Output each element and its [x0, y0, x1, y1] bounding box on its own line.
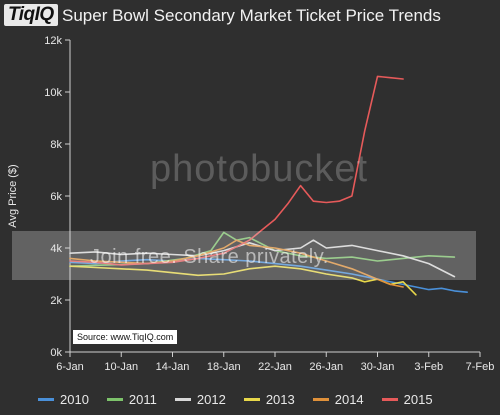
x-tick-label: 26-Jan [309, 361, 343, 373]
series-line-2012 [69, 239, 456, 278]
source-label: Source: www.TiqIQ.com [73, 330, 178, 344]
legend-item-2010[interactable]: 2010 [38, 392, 89, 407]
x-tick-label: 30-Jan [361, 361, 395, 373]
legend-swatch [243, 398, 260, 401]
legend-item-2014[interactable]: 2014 [312, 392, 364, 407]
x-tick-label: 14-Jan [156, 361, 190, 373]
x-tick-label: 18-Jan [207, 361, 241, 373]
watermark-banner [12, 231, 476, 280]
y-tick-label: 0k [50, 347, 62, 359]
legend-swatch [174, 398, 191, 401]
legend-label: 2012 [196, 392, 226, 407]
y-tick-label: 12k [44, 35, 62, 47]
legend-label: 2011 [128, 392, 157, 407]
y-tick-label: 4k [50, 243, 62, 255]
legend-swatch [38, 398, 54, 401]
tiqiq-logo: TiqIQ [4, 3, 58, 27]
legend-item-2013[interactable]: 2013 [243, 392, 295, 407]
series-lines [69, 75, 469, 296]
axes: 0k 2k 4k 6k 8k 10k 12k 6-Jan 10-Jan 14-Jan 18-Jan 2… [7, 35, 494, 373]
chart-title: Super Bowl Secondary Market Ticket Price… [62, 6, 441, 25]
legend-label: 2014 [334, 392, 364, 407]
y-tick-label: 10k [44, 87, 62, 99]
watermark-text: Join free. Share privately. [90, 246, 329, 268]
y-tick-label: 6k [50, 191, 62, 203]
legend-label: 2015 [403, 392, 433, 407]
series-line-2014 [69, 239, 404, 288]
x-tick-label: 3-Feb [414, 361, 443, 373]
legend: 2010 2011 2012 2013 2014 2015 [38, 392, 433, 407]
y-tick-label: 2k [50, 295, 62, 307]
legend-item-2015[interactable]: 2015 [381, 392, 433, 407]
legend-item-2011[interactable]: 2011 [106, 392, 157, 407]
y-axis-title: Avg Price ($) [7, 164, 19, 227]
legend-item-2012[interactable]: 2012 [174, 392, 226, 407]
series-line-2015 [69, 75, 404, 266]
legend-label: 2010 [60, 392, 89, 407]
x-tick-label: 7-Feb [466, 361, 495, 373]
y-tick-label: 8k [50, 139, 62, 151]
x-tick-label: 6-Jan [56, 361, 84, 373]
legend-swatch [381, 398, 398, 401]
x-tick-label: 10-Jan [104, 361, 138, 373]
x-tick-label: 22-Jan [258, 361, 292, 373]
watermark-logo: photobucket [150, 148, 369, 190]
logo-text: TiqIQ [4, 4, 58, 26]
legend-swatch [312, 398, 329, 401]
legend-swatch [106, 398, 123, 401]
series-line-2010 [69, 257, 469, 294]
legend-label: 2013 [265, 392, 295, 407]
